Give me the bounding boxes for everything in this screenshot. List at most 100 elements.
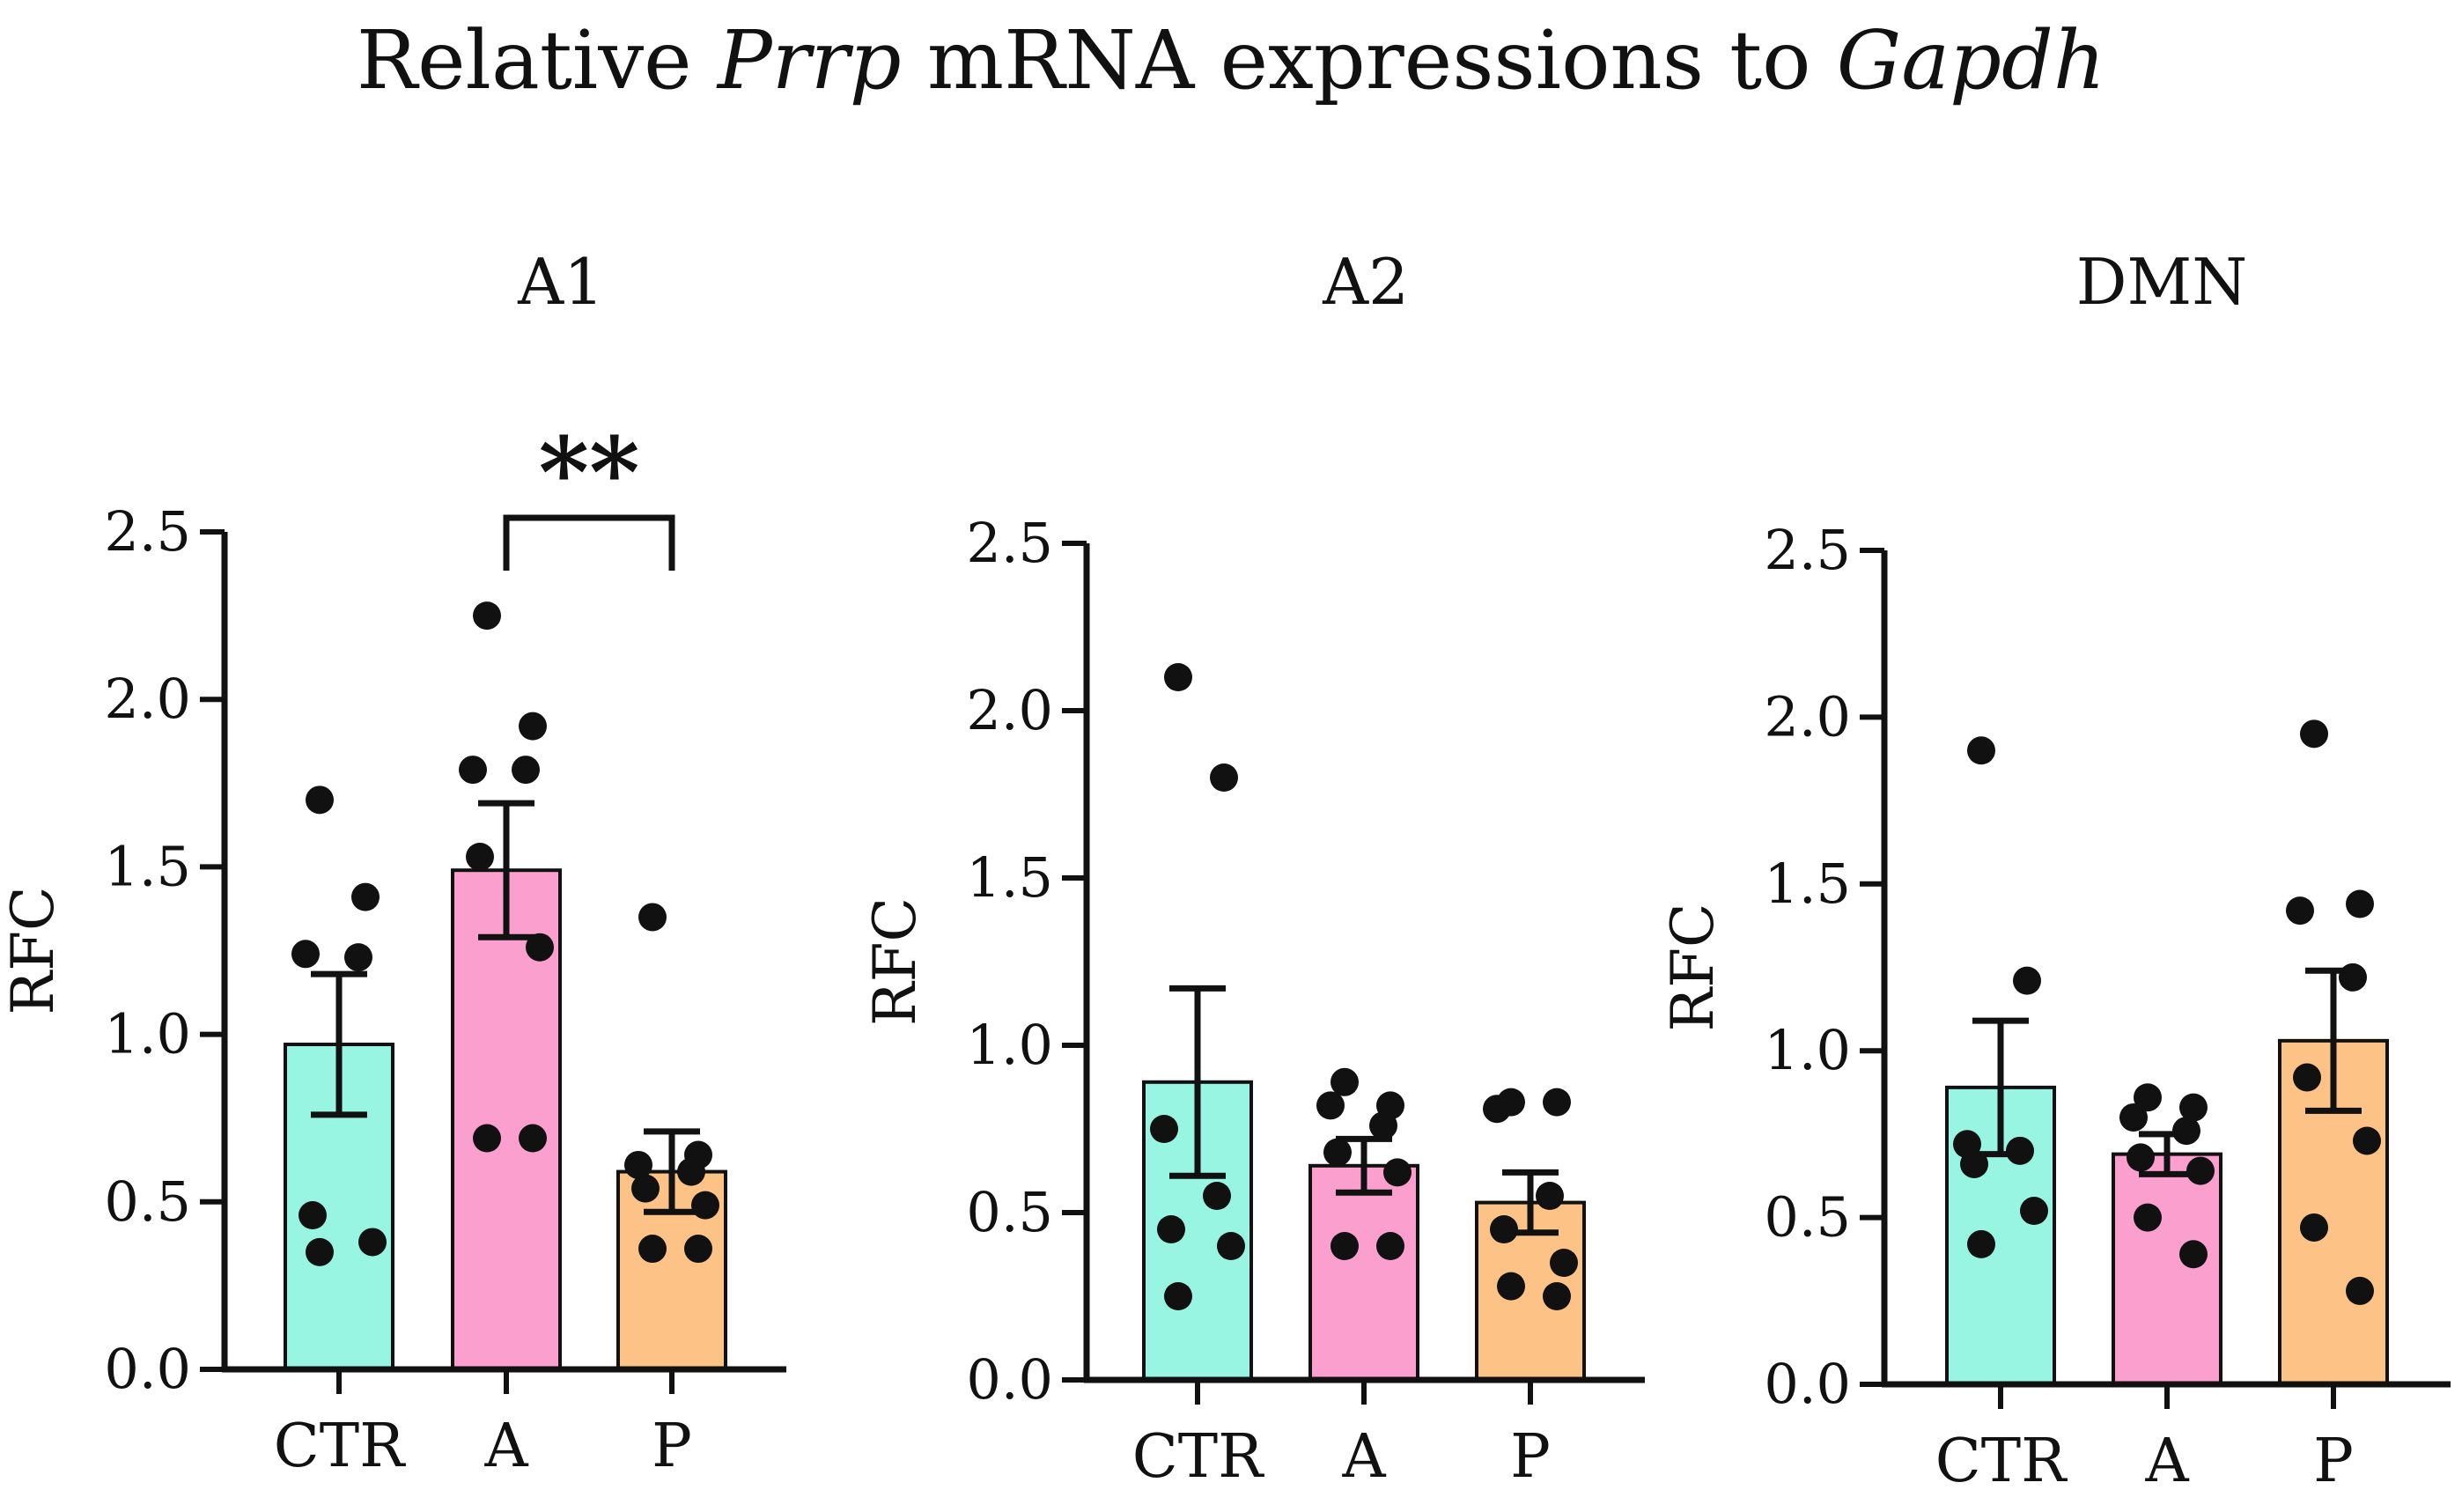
- data-point-ctr: [299, 1201, 327, 1230]
- data-point-a: [2127, 1143, 2155, 1172]
- chart-panels: A1 RFC CTR A P 0.0 0.5 1.0 1.5 2.0 2.5 ** A2 RFC CTR A P…: [0, 245, 2451, 1496]
- y-tick-label: 0.0: [966, 1347, 1053, 1412]
- data-point-p: [2346, 889, 2374, 918]
- data-point-a: [526, 933, 554, 962]
- y-axis-label: RFC: [1659, 904, 1727, 1032]
- y-tick-label: 2.0: [104, 667, 191, 731]
- data-point-p: [624, 1150, 652, 1179]
- data-point-p: [2346, 1276, 2374, 1305]
- data-point-a: [466, 842, 494, 871]
- y-tick-label: 1.5: [966, 845, 1053, 910]
- data-point-a: [512, 756, 540, 785]
- panel-dmn: DMN RFC CTR A P 0.0 0.5 1.0 1.5 2.0 2.5: [1659, 245, 2451, 1496]
- significance-bracket: [503, 514, 675, 571]
- data-point-a: [519, 1124, 547, 1153]
- x-tick-label-ctr: CTR: [274, 1412, 406, 1481]
- significance-label: **: [538, 416, 639, 529]
- data-point-a: [2179, 1093, 2208, 1122]
- data-point-a: [1331, 1232, 1359, 1260]
- x-tick-label-a: A: [483, 1412, 528, 1481]
- y-tick-label: 1.0: [104, 1002, 191, 1066]
- data-point-ctr: [1150, 1115, 1178, 1143]
- data-point-a: [2119, 1103, 2148, 1132]
- data-point-ctr: [2020, 1197, 2048, 1226]
- data-point-p: [1497, 1272, 1525, 1301]
- x-tick-label-p: P: [652, 1412, 692, 1481]
- data-point-p: [1550, 1249, 1578, 1277]
- y-axis-label: RFC: [0, 887, 67, 1015]
- data-point-ctr: [358, 1228, 387, 1257]
- x-tick-label-a: A: [2144, 1427, 2189, 1496]
- data-point-ctr: [306, 786, 334, 815]
- data-point-a: [459, 756, 487, 785]
- figure-title-part: Gapdh: [1837, 13, 2105, 107]
- y-tick-label: 1.0: [966, 1013, 1053, 1077]
- data-point-a: [2179, 1240, 2208, 1269]
- data-point-a: [1323, 1138, 1352, 1167]
- data-point-ctr: [1203, 1182, 1231, 1210]
- data-point-ctr: [1210, 763, 1238, 792]
- data-point-a: [2134, 1203, 2162, 1232]
- data-point-p: [2300, 719, 2328, 749]
- x-tick-label-a: A: [1341, 1422, 1386, 1492]
- data-point-p: [638, 1235, 667, 1264]
- panel-title: A1: [517, 245, 604, 319]
- bar-a: [1308, 1163, 1419, 1383]
- data-point-a: [2134, 1083, 2162, 1112]
- data-point-p: [1543, 1282, 1571, 1310]
- y-tick-label: 0.0: [104, 1337, 191, 1401]
- y-tick-label: 2.0: [1764, 684, 1851, 749]
- y-tick-label: 0.5: [104, 1169, 191, 1234]
- panel-a2: A2 RFC CTR A P 0.0 0.5 1.0 1.5 2.0 2.5: [861, 245, 1645, 1492]
- data-point-p: [677, 1157, 705, 1186]
- data-point-p: [691, 1191, 719, 1220]
- y-tick-label: 2.5: [966, 511, 1053, 575]
- data-point-a: [473, 601, 501, 631]
- figure-title-part: Prrp: [716, 13, 902, 107]
- data-point-p: [631, 1174, 660, 1203]
- data-point-ctr: [1960, 1149, 1988, 1178]
- data-point-ctr: [1967, 736, 1995, 765]
- y-tick-label: 1.0: [1764, 1018, 1851, 1082]
- data-point-ctr: [1967, 1229, 1995, 1258]
- data-point-a: [1383, 1158, 1412, 1187]
- y-tick-label: 1.5: [1764, 852, 1851, 916]
- data-point-a: [1376, 1232, 1404, 1260]
- bar-a: [2112, 1152, 2222, 1387]
- panel-a1: A1 RFC CTR A P 0.0 0.5 1.0 1.5 2.0 2.5 **: [0, 245, 786, 1481]
- data-point-ctr: [291, 940, 320, 969]
- y-tick-label: 2.5: [1764, 518, 1851, 582]
- data-point-p: [2300, 1213, 2328, 1242]
- data-point-a: [2186, 1156, 2215, 1185]
- data-point-p: [1483, 1095, 1511, 1124]
- data-point-p: [2339, 963, 2367, 992]
- data-point-ctr: [351, 882, 380, 911]
- y-tick-label: 0.5: [966, 1180, 1053, 1244]
- data-point-ctr: [1157, 1215, 1185, 1243]
- data-point-ctr: [1164, 663, 1192, 691]
- panel-title: A2: [1322, 245, 1409, 319]
- y-tick-label: 0.5: [1764, 1185, 1851, 1250]
- data-point-p: [2353, 1126, 2381, 1155]
- data-point-ctr: [306, 1237, 334, 1266]
- figure-title-part: mRNA expressions to: [902, 13, 1837, 107]
- data-point-ctr: [2006, 1136, 2034, 1165]
- data-point-ctr: [344, 943, 372, 972]
- data-point-a: [473, 1124, 501, 1153]
- data-point-a: [1316, 1091, 1345, 1120]
- data-point-p: [684, 1235, 712, 1264]
- data-point-a: [1369, 1111, 1397, 1140]
- y-axis-label: RFC: [861, 897, 929, 1026]
- y-tick-label: 2.5: [104, 499, 191, 564]
- x-tick-label-p: P: [1510, 1422, 1551, 1492]
- y-tick-label: 2.0: [966, 678, 1053, 742]
- data-point-ctr: [2013, 966, 2041, 995]
- data-point-p: [1536, 1182, 1564, 1210]
- data-point-p: [1543, 1088, 1571, 1117]
- y-tick-label: 1.5: [104, 834, 191, 898]
- data-point-a: [2172, 1117, 2200, 1146]
- figure-title: Relative Prrp mRNA expressions to Gapdh: [357, 13, 2105, 107]
- x-tick-label-ctr: CTR: [1935, 1427, 2068, 1496]
- x-tick-label-ctr: CTR: [1132, 1422, 1264, 1492]
